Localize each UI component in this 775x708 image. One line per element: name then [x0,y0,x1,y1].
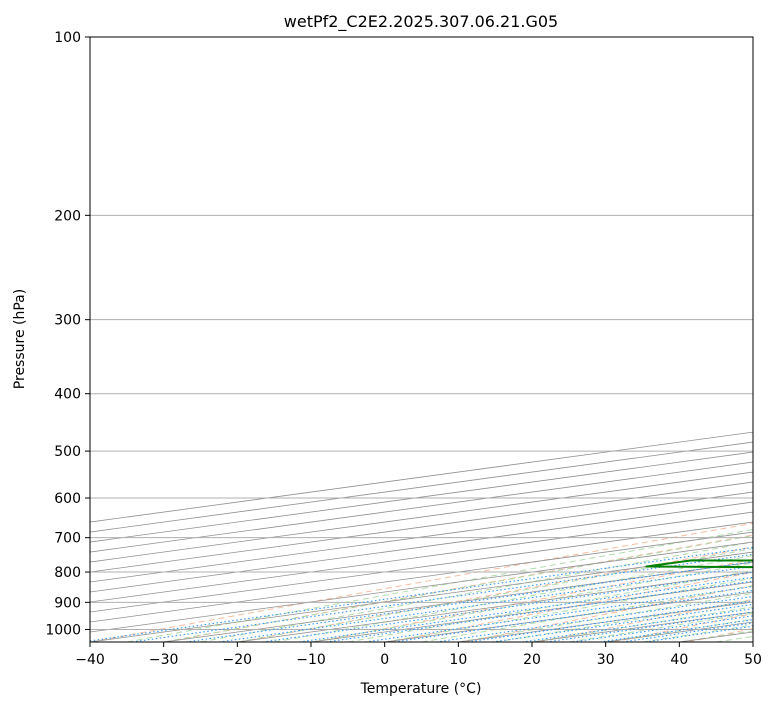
mixing-ratio-line [131,553,753,642]
dry-adiabat [538,598,753,642]
moist-adiabat [421,585,753,642]
y-tick-label: 300 [54,313,81,329]
y-tick-label: 700 [54,531,81,547]
moist-adiabat [126,528,753,642]
chart-title: wetPf2_C2E2.2025.307.06.21.G05 [284,12,558,32]
y-tick-label: 400 [54,387,81,403]
moist-adiabat [163,535,753,642]
x-tick-label: 30 [597,652,615,668]
plot-area [90,37,753,642]
mixing-ratio-line [185,561,753,642]
x-tick-label: 0 [380,652,389,668]
dry-adiabat [389,571,753,642]
mixing-ratio-line [90,546,753,642]
x-tick-label: −30 [149,652,179,668]
x-axis: −40 −30 −20 −10 0 10 20 30 40 50 [75,642,762,668]
y-tick-label: 900 [54,595,81,611]
x-tick-label: 50 [744,652,762,668]
y-axis: 100 200 300 400 500 600 700 800 900 1000 [45,30,90,638]
isotherm [90,451,753,543]
isotherm [90,481,753,573]
moist-adiabat [200,541,753,642]
isotherm [90,521,753,613]
x-tick-label: −20 [223,652,253,668]
mixing-ratio-lines [90,546,753,642]
mixing-ratio-line [522,608,753,642]
x-tick-label: 40 [670,652,688,668]
dry-adiabat [314,558,753,642]
x-axis-label: Temperature (°C) [360,681,482,697]
dry-adiabat [90,522,753,642]
x-tick-label: −10 [296,652,326,668]
x-tick-label: 10 [449,652,467,668]
moist-adiabat [347,569,753,642]
moist-adiabats [126,528,753,642]
moist-adiabat [237,548,753,642]
y-tick-label: 800 [54,565,81,581]
y-tick-label: 1000 [45,622,81,638]
x-tick-label: 20 [523,652,541,668]
mixing-ratio-line [436,595,753,642]
mixing-ratio-line [546,611,753,642]
y-tick-label: 600 [54,491,81,507]
isotherm [90,491,753,583]
y-tick-label: 200 [54,208,81,224]
y-axis-label: Pressure (hPa) [12,289,28,389]
plot-frame [89,36,754,643]
isotherms [90,431,753,642]
isotherm [90,471,753,563]
isotherm [90,461,753,553]
isotherm [90,501,753,593]
y-tick-label: 100 [54,30,81,46]
mixing-ratio-line [467,600,753,642]
mixing-ratio-line [492,603,753,642]
isotherm [90,531,753,623]
y-tick-label: 500 [54,444,81,460]
x-tick-label: −40 [75,652,105,668]
isotherm [90,511,753,603]
